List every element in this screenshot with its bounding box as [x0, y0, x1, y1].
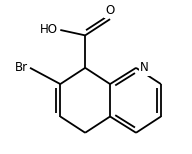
Text: Br: Br: [15, 61, 28, 74]
Text: Br: Br: [15, 61, 28, 74]
Text: O: O: [105, 4, 115, 17]
Text: HO: HO: [40, 23, 58, 36]
Text: N: N: [140, 61, 149, 74]
Text: O: O: [105, 4, 115, 17]
Text: N: N: [140, 61, 149, 74]
Text: HO: HO: [40, 23, 58, 36]
